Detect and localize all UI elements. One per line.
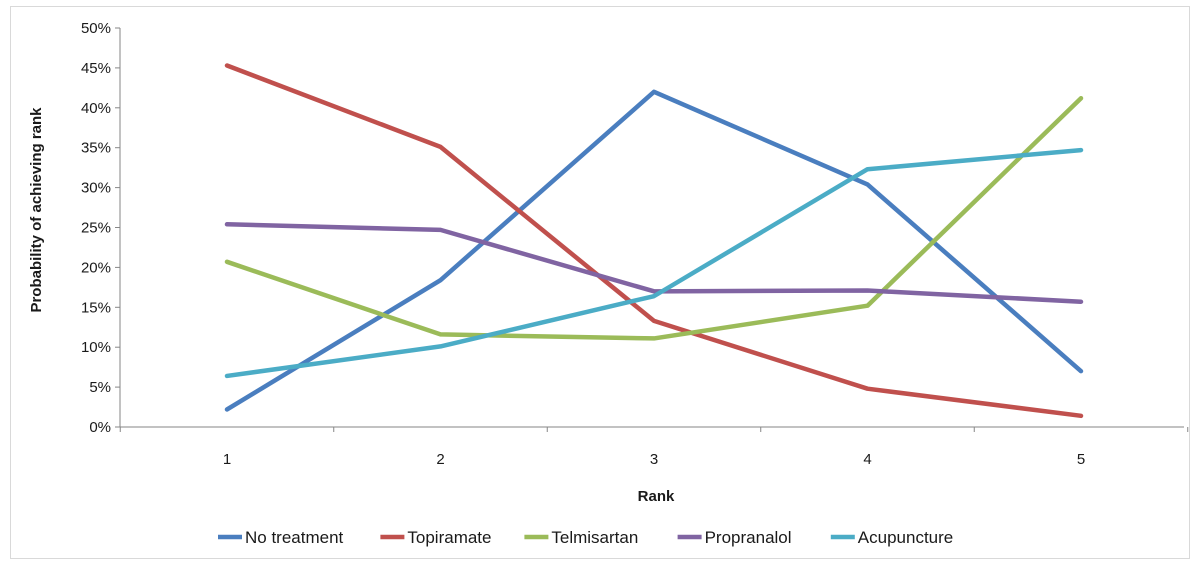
legend-item-topiramate: Topiramate — [380, 528, 492, 547]
legend-item-telmisartan: Telmisartan — [524, 528, 638, 547]
series-line-topiramate — [224, 63, 1084, 419]
series-line-propranalol — [224, 222, 1084, 304]
series-line-acupuncture — [224, 147, 1084, 379]
legend-label: Acupuncture — [858, 528, 953, 547]
y-axis-ticks: 0% 5% 10% 15% 20% 25% 30% 35% 40% 45% 50% — [81, 20, 120, 436]
x-axis-title: Rank — [638, 488, 675, 505]
y-tick-label: 45% — [81, 60, 111, 77]
y-tick-label: 35% — [81, 140, 111, 157]
legend-item-propranalol: Propranalol — [677, 528, 792, 547]
legend-item-acupuncture: Acupuncture — [830, 528, 953, 547]
x-tick-label: 4 — [863, 451, 871, 468]
legend-item-no-treatment: No treatment — [218, 528, 344, 547]
series-line-telmisartan — [224, 95, 1084, 341]
legend: No treatment Topiramate Telmisartan Propran… — [218, 528, 953, 547]
y-tick-label: 40% — [81, 100, 111, 117]
y-tick-label: 20% — [81, 259, 111, 276]
chart-frame: 0% 5% 10% 15% 20% 25% 30% 35% 40% 45% 50% 1 2 3 4 5 Ra… — [10, 6, 1190, 559]
y-tick-label: 50% — [81, 20, 111, 37]
y-tick-label: 10% — [81, 339, 111, 356]
series-line-no-treatment — [224, 89, 1084, 412]
y-tick-label: 25% — [81, 220, 111, 237]
line-chart: 0% 5% 10% 15% 20% 25% 30% 35% 40% 45% 50% 1 2 3 4 5 Ra… — [28, 20, 1189, 547]
x-axis-ticks: 1 2 3 4 5 — [119, 427, 1189, 468]
y-tick-label: 0% — [89, 419, 111, 436]
legend-label: No treatment — [245, 528, 344, 547]
legend-label: Telmisartan — [551, 528, 638, 547]
legend-label: Topiramate — [407, 528, 491, 547]
x-tick-label: 1 — [223, 451, 231, 468]
x-tick-label: 2 — [436, 451, 444, 468]
y-tick-label: 5% — [89, 379, 111, 396]
x-tick-label: 3 — [650, 451, 658, 468]
y-tick-label: 15% — [81, 299, 111, 316]
y-tick-label: 30% — [81, 180, 111, 197]
series-layer — [224, 63, 1084, 419]
y-axis-title: Probability of achieving rank — [28, 107, 45, 313]
x-tick-label: 5 — [1077, 451, 1085, 468]
legend-label: Propranalol — [705, 528, 792, 547]
